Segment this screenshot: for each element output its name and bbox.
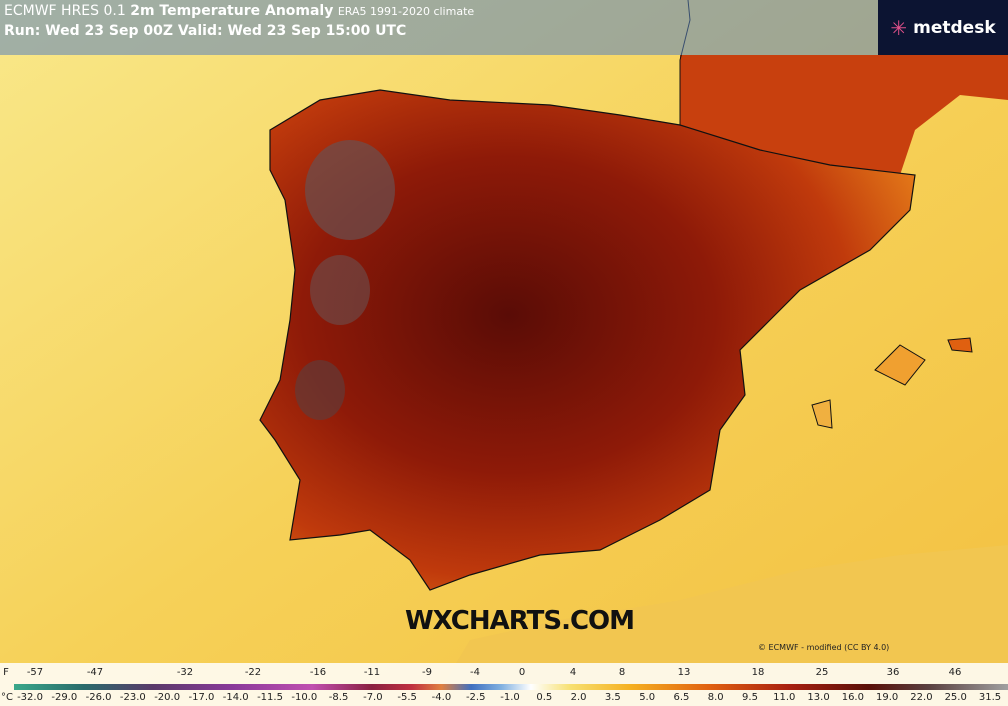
- c-label: -14.0: [222, 692, 249, 703]
- c-label: -10.0: [291, 692, 318, 703]
- c-label: -20.0: [154, 692, 181, 703]
- c-label: -4.0: [431, 692, 452, 703]
- c-label: -11.5: [257, 692, 283, 703]
- f-label: 46: [948, 667, 962, 678]
- c-label: 19.0: [876, 692, 899, 703]
- f-unit: F: [3, 667, 9, 678]
- c-label: 6.5: [673, 692, 690, 703]
- f-label: -32: [176, 667, 194, 678]
- c-label: 11.0: [773, 692, 796, 703]
- credit: © ECMWF - modified (CC BY 4.0): [758, 643, 890, 652]
- c-label: 2.0: [570, 692, 587, 703]
- logo[interactable]: ✳ metdesk: [878, 0, 1008, 55]
- f-label: -57: [26, 667, 44, 678]
- c-label: -17.0: [188, 692, 215, 703]
- model: ECMWF HRES 0.1: [4, 3, 126, 19]
- color-scale: [14, 684, 1008, 690]
- c-label: 16.0: [841, 692, 864, 703]
- f-label: -16: [309, 667, 327, 678]
- climate: ERA5 1991-2020 climate: [337, 5, 475, 18]
- f-label: -22: [244, 667, 262, 678]
- c-label: -26.0: [85, 692, 112, 703]
- c-unit: °C: [1, 692, 13, 703]
- c-label: -2.5: [465, 692, 486, 703]
- c-label: -8.5: [328, 692, 349, 703]
- island: [947, 337, 973, 353]
- france: [680, 55, 1008, 175]
- island: [874, 344, 926, 386]
- header: ECMWF HRES 0.1 2m Temperature Anomaly ER…: [0, 0, 1008, 55]
- watermark: WXCHARTS.COM: [405, 606, 635, 636]
- hot-spot: [310, 255, 370, 325]
- iberia: [259, 89, 916, 591]
- f-label: -47: [86, 667, 104, 678]
- f-label: 0: [518, 667, 526, 678]
- f-label: -4: [470, 667, 480, 678]
- f-label: -9: [422, 667, 432, 678]
- f-label: -11: [363, 667, 381, 678]
- f-label: 8: [618, 667, 626, 678]
- c-label: -5.5: [397, 692, 417, 703]
- c-label: -32.0: [17, 692, 43, 703]
- c-label: 31.5: [978, 692, 1002, 703]
- title: 2m Temperature Anomaly: [130, 3, 334, 19]
- logo-text: metdesk: [913, 17, 996, 38]
- c-label: 8.0: [707, 692, 724, 703]
- c-label: -29.0: [51, 692, 78, 703]
- c-label: 13.0: [807, 692, 830, 703]
- c-label: 0.5: [536, 692, 553, 703]
- f-label: 18: [751, 667, 765, 678]
- c-label: 3.5: [604, 692, 621, 703]
- c-label: -1.0: [500, 692, 520, 703]
- hot-spot: [295, 360, 345, 420]
- legend: F °C -57 -47 -32 -22 -16 -11 -9 -4 0 4 8 13 18 25 36 46…: [0, 663, 1008, 706]
- header-line: ECMWF HRES 0.1 2m Temperature Anomaly ER…: [4, 3, 474, 19]
- c-label: -23.0: [119, 692, 146, 703]
- run-time: Run: Wed 23 Sep 00Z Valid: Wed 23 Sep 15…: [4, 23, 407, 39]
- hot-spot: [305, 140, 395, 240]
- c-label: 25.0: [944, 692, 967, 703]
- c-label: 9.5: [742, 692, 758, 703]
- f-label: 25: [815, 667, 829, 678]
- f-label: 4: [569, 667, 577, 678]
- f-label: 13: [677, 667, 691, 678]
- c-label: 5.0: [639, 692, 656, 703]
- c-label: -7.0: [363, 692, 383, 703]
- island: [811, 399, 833, 429]
- f-label: 36: [886, 667, 900, 678]
- c-label: 22.0: [910, 692, 933, 703]
